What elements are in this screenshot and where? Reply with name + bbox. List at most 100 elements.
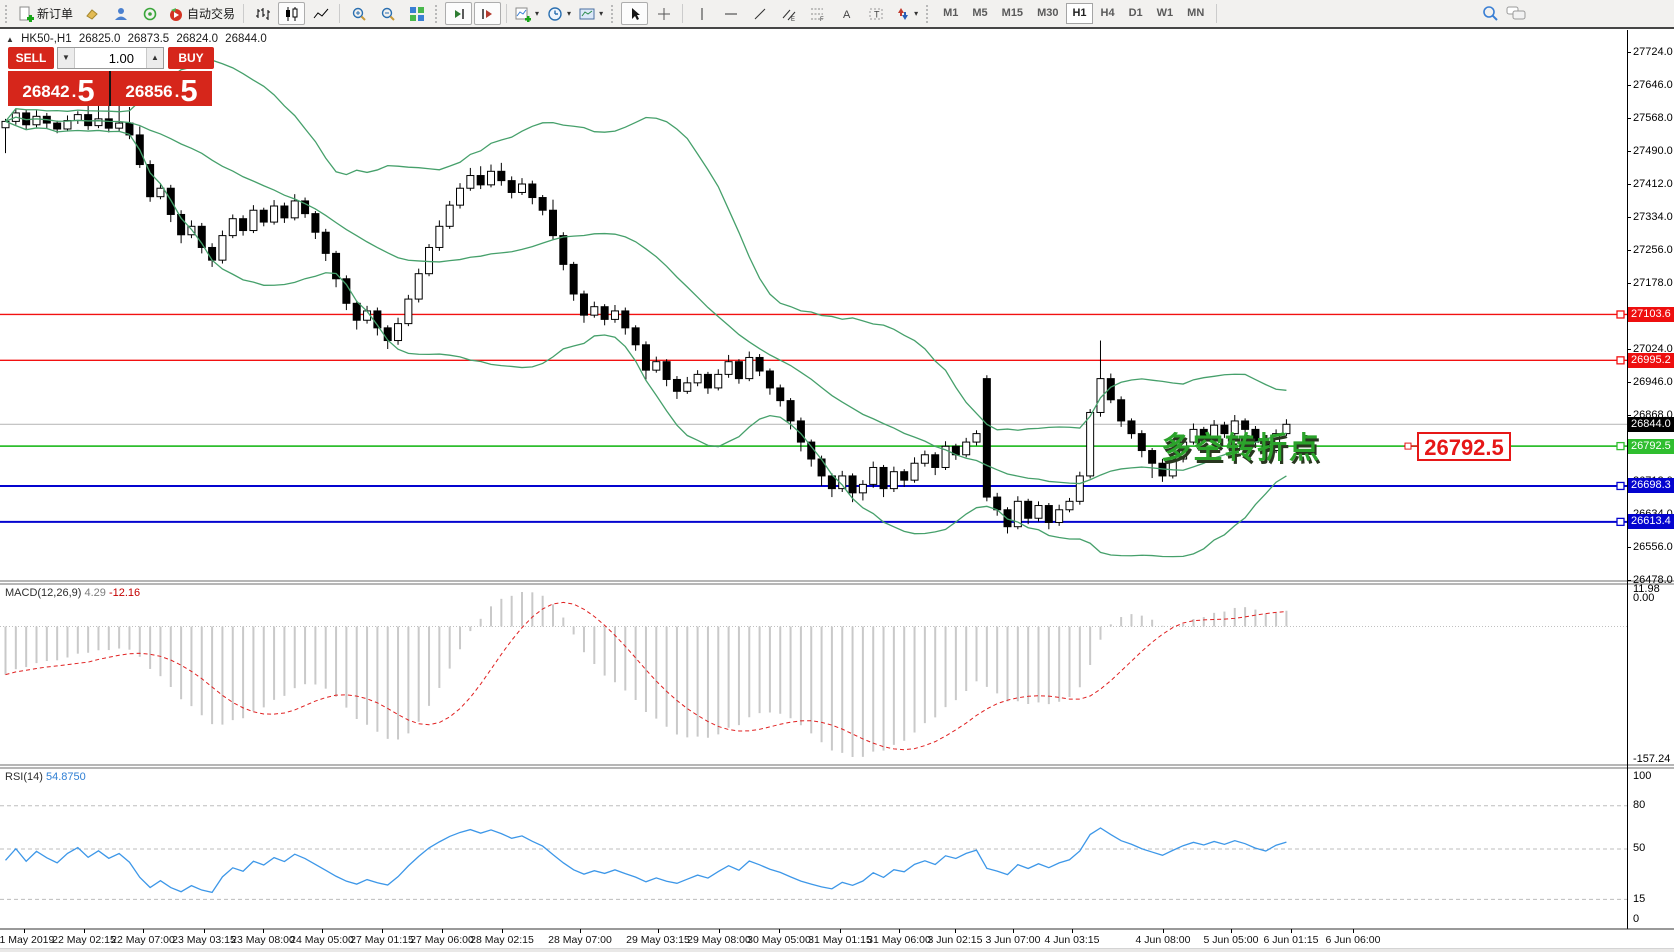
channel-tool-button[interactable]: E — [775, 2, 802, 25]
rsi-value: 54.8750 — [45, 771, 86, 783]
sell-price[interactable]: 26842. 5 — [8, 71, 109, 106]
time-tick — [1072, 929, 1073, 933]
turning-point-annotation[interactable]: 多空转折点 — [1161, 431, 1321, 466]
sell-button[interactable]: SELL — [8, 47, 54, 69]
timeframe-m1[interactable]: M1 — [943, 7, 959, 19]
text-tool-button[interactable]: A — [833, 2, 860, 25]
collapse-arrow-icon[interactable]: ▲ — [6, 35, 14, 44]
time-tick — [955, 929, 956, 933]
toolbar-grip[interactable] — [926, 4, 931, 23]
zoom-in-button[interactable] — [345, 2, 372, 25]
trendline-tool-button[interactable] — [746, 2, 773, 25]
price-tag: 27103.6 — [1628, 306, 1674, 322]
timeframe-m30[interactable]: M30 — [1037, 7, 1059, 19]
time-axis-label: 3 Jun 07:00 — [985, 934, 1041, 946]
price-callout-label[interactable]: 26792.5 — [1417, 432, 1511, 461]
templates-button[interactable]: ▾ — [576, 2, 606, 25]
search-icon — [1483, 6, 1498, 21]
time-axis-label: 28 May 07:00 — [548, 934, 612, 946]
toolbar-grip[interactable] — [5, 4, 10, 23]
tile-windows-icon — [409, 6, 424, 21]
indicator-axis-label: 0 — [1633, 913, 1640, 925]
auto-scroll-button[interactable] — [474, 2, 502, 25]
autotrading-button[interactable]: 自动交易 — [165, 2, 238, 25]
timeframe-h4[interactable]: H4 — [1100, 7, 1115, 19]
toolbar-separator — [506, 4, 508, 23]
price-axis-label: 27490.0 — [1633, 145, 1673, 157]
ohlc-open: 26825.0 — [78, 33, 121, 45]
time-axis-label: 30 May 05:00 — [747, 934, 811, 946]
sell-price-big-digit: 5 — [77, 73, 95, 108]
new-order-button[interactable]: 新订单 — [15, 2, 76, 25]
chat-button[interactable] — [1506, 5, 1526, 27]
volume-decrease-button[interactable]: ▼ — [58, 48, 75, 68]
price-axis-label: 27256.0 — [1633, 244, 1673, 256]
bottom-strip — [0, 948, 1674, 952]
signals-button[interactable] — [136, 2, 163, 25]
new-chart-icon — [515, 7, 532, 22]
cursor-tool-button[interactable] — [621, 2, 649, 25]
pane-separator-macd[interactable] — [0, 579, 1674, 586]
time-axis-label: 4 Jun 03:15 — [1044, 934, 1100, 946]
zoom-in-icon — [352, 7, 366, 21]
new-chart-button[interactable]: ▾ — [512, 2, 542, 25]
search-button[interactable] — [1482, 5, 1499, 27]
time-tick — [840, 929, 841, 933]
text-label-icon: T — [869, 8, 883, 19]
bar-chart-button[interactable] — [249, 2, 276, 25]
svg-text:T: T — [874, 9, 880, 19]
price-tag: 26792.5 — [1628, 438, 1674, 454]
timeframe-h1[interactable]: H1 — [1066, 3, 1093, 24]
buy-price[interactable]: 26856. 5 — [111, 71, 212, 106]
periods-button[interactable]: ▾ — [544, 2, 574, 25]
buy-price-int: 26856 — [125, 82, 173, 101]
time-axis-label: 28 May 02:15 — [470, 934, 534, 946]
vertical-line-tool-button[interactable] — [688, 2, 715, 25]
time-axis-label: 23 May 08:00 — [231, 934, 295, 946]
buy-button[interactable]: BUY — [168, 47, 214, 69]
price-tick — [1627, 217, 1631, 218]
time-tick — [1163, 929, 1164, 933]
line-chart-button[interactable] — [307, 2, 334, 25]
tile-windows-button[interactable] — [403, 2, 430, 25]
dropdown-caret-icon: ▾ — [535, 9, 540, 18]
arrows-tool-button[interactable]: ▾ — [891, 2, 921, 25]
time-axis-label: 6 Jun 01:15 — [1263, 934, 1319, 946]
chart-shift-button[interactable] — [445, 2, 473, 25]
candlestick-chart-button[interactable] — [278, 2, 306, 25]
timeframe-m5[interactable]: M5 — [972, 7, 988, 19]
timeframe-d1[interactable]: D1 — [1128, 7, 1143, 19]
auto-scroll-icon — [481, 8, 492, 19]
price-tick — [1627, 547, 1631, 548]
chart-shift-icon — [454, 8, 464, 19]
community-button[interactable] — [107, 2, 134, 25]
toolbar-grip[interactable] — [435, 4, 440, 23]
dropdown-caret-icon: ▾ — [914, 9, 919, 18]
time-tick — [263, 929, 264, 933]
zoom-out-button[interactable] — [374, 2, 401, 25]
timeframe-w1[interactable]: W1 — [1156, 7, 1174, 19]
fibonacci-tool-button[interactable]: F — [804, 2, 831, 25]
label-tool-button[interactable]: T — [862, 2, 889, 25]
crosshair-tool-button[interactable] — [650, 2, 677, 25]
toolbar-grip[interactable] — [611, 4, 616, 23]
svg-text:F: F — [820, 17, 824, 22]
horizontal-line-tool-button[interactable] — [717, 2, 744, 25]
price-axis-label: 27178.0 — [1633, 277, 1673, 289]
styler-button[interactable] — [78, 2, 105, 25]
autotrading-label: 自动交易 — [187, 7, 236, 21]
pane-separator-rsi[interactable] — [0, 763, 1674, 770]
timeframe-group: M1 M5 M15 M30 H1 H4 D1 W1 MN — [936, 3, 1211, 24]
time-axis-label: 6 Jun 06:00 — [1325, 934, 1381, 946]
dropdown-caret-icon: ▾ — [599, 9, 604, 18]
price-axis-label: 27334.0 — [1633, 211, 1673, 223]
text-a-icon: A — [843, 9, 851, 21]
timeframe-m15[interactable]: M15 — [1001, 7, 1024, 19]
time-tick — [84, 929, 85, 933]
arrows-icon — [898, 7, 909, 20]
volume-input[interactable] — [75, 48, 146, 68]
volume-increase-button[interactable]: ▲ — [146, 48, 163, 68]
timeframe-mn[interactable]: MN — [1187, 7, 1205, 19]
price-tick — [1627, 283, 1631, 284]
